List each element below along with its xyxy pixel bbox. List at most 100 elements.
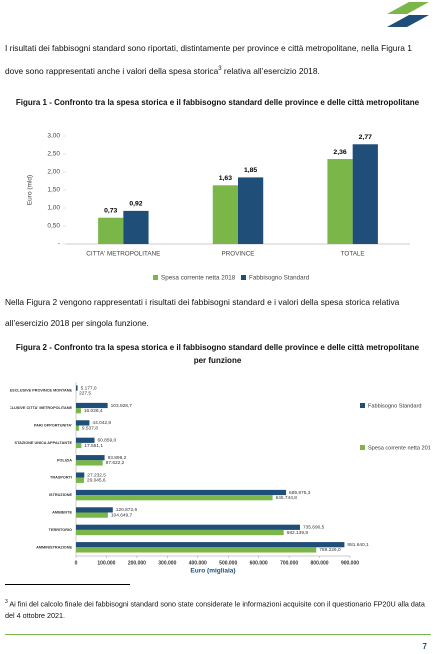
logo xyxy=(387,2,429,27)
bar xyxy=(76,408,81,414)
value-label: 1,63 xyxy=(219,175,232,182)
y-tick-label: PARI OPPORTUNITA' xyxy=(34,424,72,428)
value-label: 27.232,5 xyxy=(87,472,106,478)
bar xyxy=(76,512,108,518)
value-label: 227,5 xyxy=(79,391,91,397)
bar xyxy=(352,144,378,244)
x-tick-label: 500.000 xyxy=(219,560,237,566)
x-tick-label: 100.000 xyxy=(97,560,115,566)
bar xyxy=(76,472,85,478)
y-tick-label: POLIZIA xyxy=(57,458,72,462)
bar xyxy=(76,437,95,443)
value-label: 87.622,2 xyxy=(106,460,125,466)
footer-rule xyxy=(5,634,431,635)
bar xyxy=(76,495,273,501)
value-label: 881.640,1 xyxy=(347,542,369,548)
legend-label: Spesa corrente netta 2018 xyxy=(161,275,236,282)
x-tick-label: 700.000 xyxy=(280,560,298,566)
legend-swatch xyxy=(360,445,365,450)
bar xyxy=(76,547,317,553)
bar xyxy=(76,460,103,466)
y-tick-label: 1,50 xyxy=(47,187,60,194)
chart: - 0,50 1,00 1,50 2,00 2,50 3,00 Euro (mld) CITTA… xyxy=(27,133,410,282)
legend-label: Spesa corrente netta 2018 xyxy=(368,445,430,451)
legend-swatch xyxy=(153,275,158,280)
bar xyxy=(327,159,353,244)
value-label: 93.898,2 xyxy=(108,455,127,461)
x-tick-label: PROVINCE xyxy=(222,251,255,258)
bar xyxy=(76,489,287,496)
value-label: 2,36 xyxy=(333,149,346,156)
bar xyxy=(76,542,345,548)
paragraph: Nella Figura 2 vengono rappresentati i r… xyxy=(5,297,400,328)
y-tick-label: 2,50 xyxy=(47,151,60,158)
value-label: 103.928,7 xyxy=(111,403,133,409)
legend-swatch xyxy=(241,275,246,280)
figure-caption: Figura 1 - Confronto tra la spesa storic… xyxy=(15,98,420,107)
x-tick-label: 300.000 xyxy=(158,560,176,566)
x-tick-label: 600.000 xyxy=(250,560,268,566)
bar xyxy=(76,442,82,449)
bar xyxy=(76,524,300,530)
y-tick-label: TERRITORIO xyxy=(49,528,72,532)
y-axis-label: Euro (mld) xyxy=(27,175,34,205)
x-tick-label: 800.000 xyxy=(311,560,329,566)
y-tick-label: ESCLUSIVE CITTA' METROPOLITANE xyxy=(10,406,72,410)
bar xyxy=(76,420,90,426)
y-tick-label: TRASPORTI xyxy=(50,476,72,480)
value-label: 60.859,0 xyxy=(98,438,117,444)
figure-caption: Figura 2 - Confronto tra la spesa storic… xyxy=(15,343,420,365)
y-tick-label: ISTRUZIONE xyxy=(49,493,72,497)
text: relativa all’esercizio 2018. xyxy=(221,65,320,76)
chart: 0 100.000 200.000 300.000 400.000 500.000 600.… xyxy=(10,382,430,575)
value-label: 789.226,0 xyxy=(319,547,341,553)
bar xyxy=(76,529,284,536)
value-label: 104.649,7 xyxy=(111,512,133,518)
bar xyxy=(76,385,78,391)
legend-label: Fabbisogno Standard xyxy=(368,403,422,409)
y-tick-label: ESCLUSIVE PROVINCE MONTANE xyxy=(10,389,72,393)
y-tick-label: 2,00 xyxy=(47,169,60,176)
value-label: 645.744,8 xyxy=(276,495,298,501)
value-label: 682.139,8 xyxy=(287,530,309,536)
x-tick-label: 900.000 xyxy=(341,560,359,566)
y-tick-label: 3,00 xyxy=(47,133,60,140)
y-tick-label: STAZIONE UNICA APPALTANTE xyxy=(15,441,73,445)
y-tick-label: 0,50 xyxy=(47,223,60,230)
y-tick-label: AMMINISTRAZIONE xyxy=(36,545,72,549)
x-tick-label: 0 xyxy=(75,560,78,566)
bar xyxy=(212,185,238,244)
footnote-text: Ai fini del calcolo finale dei fabbisogn… xyxy=(5,599,425,621)
value-label: 9.537,8 xyxy=(82,425,98,431)
value-label: 2,77 xyxy=(359,134,372,141)
value-label: 44.042,8 xyxy=(92,420,111,426)
bar xyxy=(76,455,105,461)
y-tick-label: - xyxy=(58,241,60,248)
page-number: 7 xyxy=(422,642,427,651)
value-label: 1,85 xyxy=(244,167,257,174)
legend-label: Fabbisogno Standard xyxy=(249,275,310,282)
value-label: 26.045,6 xyxy=(87,478,106,484)
value-label: 120.872,6 xyxy=(116,507,138,513)
footnote-rule xyxy=(5,584,130,585)
x-axis-label: Euro (migliaia) xyxy=(190,568,235,575)
bar xyxy=(238,177,264,244)
bar xyxy=(76,425,79,431)
footnote-marker: 3 xyxy=(5,599,8,605)
bar xyxy=(76,402,108,409)
x-tick-label: 400.000 xyxy=(189,560,207,566)
bar xyxy=(98,217,124,244)
x-tick-label: CITTA' METROPOLITANE xyxy=(86,251,160,258)
footnote-ref: 3 xyxy=(218,66,222,72)
text: I risultati dei fabbisogni standard sono… xyxy=(5,43,412,76)
value-label: 689.975,3 xyxy=(289,490,311,496)
y-tick-label: AMBIENTE xyxy=(52,511,72,515)
legend-swatch xyxy=(360,403,365,408)
value-label: 5.177,0 xyxy=(81,385,97,391)
bar xyxy=(76,477,84,483)
paragraph: I risultati dei fabbisogni standard sono… xyxy=(5,38,431,82)
value-label: 0,73 xyxy=(104,208,117,215)
bar xyxy=(123,210,149,244)
x-tick-label: 200.000 xyxy=(128,560,146,566)
